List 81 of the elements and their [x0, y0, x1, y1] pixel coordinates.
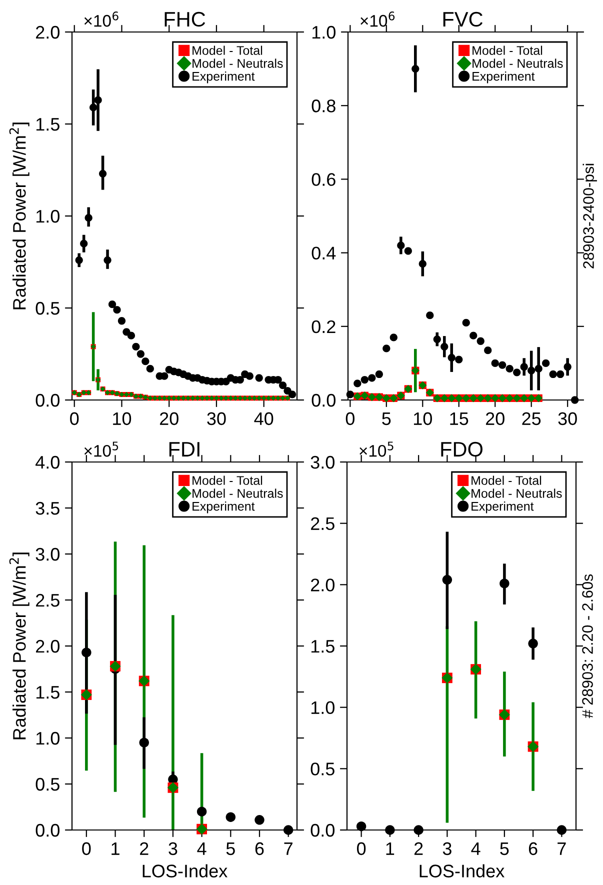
- y-tick-label: 0.6: [312, 173, 336, 186]
- legend-label: Model - Total: [472, 46, 542, 55]
- chart-title: FDO: [441, 442, 482, 457]
- y-tick-label: 0.4: [312, 246, 336, 260]
- y-tick-label: 0.5: [36, 302, 60, 315]
- x-tick-label: 15: [450, 412, 468, 426]
- text: 28903-2400-psi: [582, 164, 597, 268]
- y-tick-label: 0.0: [310, 824, 334, 837]
- x-tick-label: 3: [442, 842, 452, 856]
- x-tick-label: 7: [558, 842, 566, 855]
- y-tick-label: 0.0: [36, 394, 60, 407]
- y-tick-label: 0.2: [312, 320, 336, 334]
- y-tick-label: 3.0: [36, 548, 60, 561]
- text: ×10$^{6}$: [360, 12, 395, 27]
- y-tick-label: 0.5: [310, 762, 334, 776]
- legend-label: Model - Neutrals: [472, 58, 563, 68]
- x-tick-label: 40: [254, 412, 274, 426]
- x-tick-label: 20: [160, 412, 178, 426]
- x-tick-label: 4: [197, 842, 206, 855]
- y-tick-label: 1.0: [312, 26, 336, 39]
- x-tick-label: 1: [386, 842, 394, 855]
- x-tick-label: 2: [140, 842, 148, 855]
- x-tick-label: 10: [414, 412, 432, 426]
- y-tick-label: 2.0: [311, 578, 334, 592]
- y-tick-label: 2.5: [36, 594, 60, 607]
- legend-label: Model - Neutrals: [472, 488, 562, 498]
- y-axis-title: Radiated Power [W/m$^{2}$]: [9, 552, 30, 740]
- y-tick-label: 1.5: [36, 686, 60, 699]
- y-tick-label: 0.0: [36, 824, 60, 837]
- y-tick-label: 3.0: [310, 456, 334, 469]
- legend-label: Model - Total: [192, 476, 262, 485]
- x-tick-label: 0: [356, 842, 366, 856]
- legend-label: Model - Total: [192, 46, 262, 55]
- x-tick-label: 30: [207, 412, 226, 426]
- x-axis-title: LOS-Index: [420, 864, 504, 878]
- text: ×10$^{6}$: [84, 12, 118, 27]
- x-tick-label: 5: [226, 842, 235, 856]
- x-tick-label: 10: [113, 412, 132, 426]
- x-tick-label: 6: [528, 842, 538, 856]
- x-tick-label: 6: [255, 842, 264, 856]
- y-tick-label: 1.5: [36, 118, 60, 131]
- x-tick-label: 0: [346, 412, 354, 426]
- y-axis-title: Radiated Power [W/m$^{2}$]: [9, 122, 30, 310]
- legend-label: Experiment: [472, 72, 535, 84]
- y-tick-label: 2.0: [36, 640, 60, 653]
- y-tick-label: 0.8: [312, 100, 336, 112]
- chart-title: FHC: [164, 12, 206, 27]
- x-tick-label: 0: [70, 412, 79, 426]
- legend-label: Model - Neutrals: [192, 58, 283, 68]
- y-tick-label: 0.5: [36, 778, 60, 791]
- legend-label: Experiment: [192, 502, 255, 514]
- x-tick-label: 1: [112, 842, 120, 855]
- legend-label: Model - Total: [472, 476, 542, 485]
- text: ×10$^{5}$: [84, 442, 118, 457]
- y-tick-label: 2.5: [311, 517, 334, 530]
- x-tick-label: 7: [284, 842, 292, 855]
- y-tick-label: 1.0: [36, 732, 60, 745]
- chart-title: FDI: [169, 442, 200, 456]
- y-tick-label: 3.5: [36, 502, 60, 515]
- y-tick-label: 2.0: [36, 26, 60, 39]
- x-tick-label: 4: [471, 842, 480, 855]
- chart-title: FVC: [443, 12, 483, 27]
- text: ×10$^{5}$: [360, 442, 394, 457]
- y-tick-label: 1.0: [311, 701, 334, 714]
- x-tick-label: 2: [414, 842, 423, 855]
- x-tick-label: 5: [382, 412, 391, 426]
- x-tick-label: 0: [82, 842, 91, 856]
- x-tick-label: 30: [558, 412, 577, 426]
- y-tick-label: 0.0: [312, 394, 336, 407]
- y-tick-label: 4.0: [36, 456, 60, 469]
- x-tick-label: 20: [486, 412, 504, 426]
- x-tick-label: 25: [522, 412, 541, 426]
- x-tick-label: 5: [500, 842, 509, 856]
- y-tick-label: 1.0: [36, 210, 60, 223]
- x-tick-label: 3: [168, 842, 178, 856]
- legend-label: Model - Neutrals: [192, 488, 283, 498]
- text: # 28903: 2.20 - 2.60s: [582, 574, 593, 718]
- legend-label: Experiment: [472, 502, 534, 514]
- legend-label: Experiment: [192, 72, 255, 84]
- y-tick-label: 1.5: [311, 640, 334, 653]
- x-axis-title: LOS-Index: [142, 864, 228, 878]
